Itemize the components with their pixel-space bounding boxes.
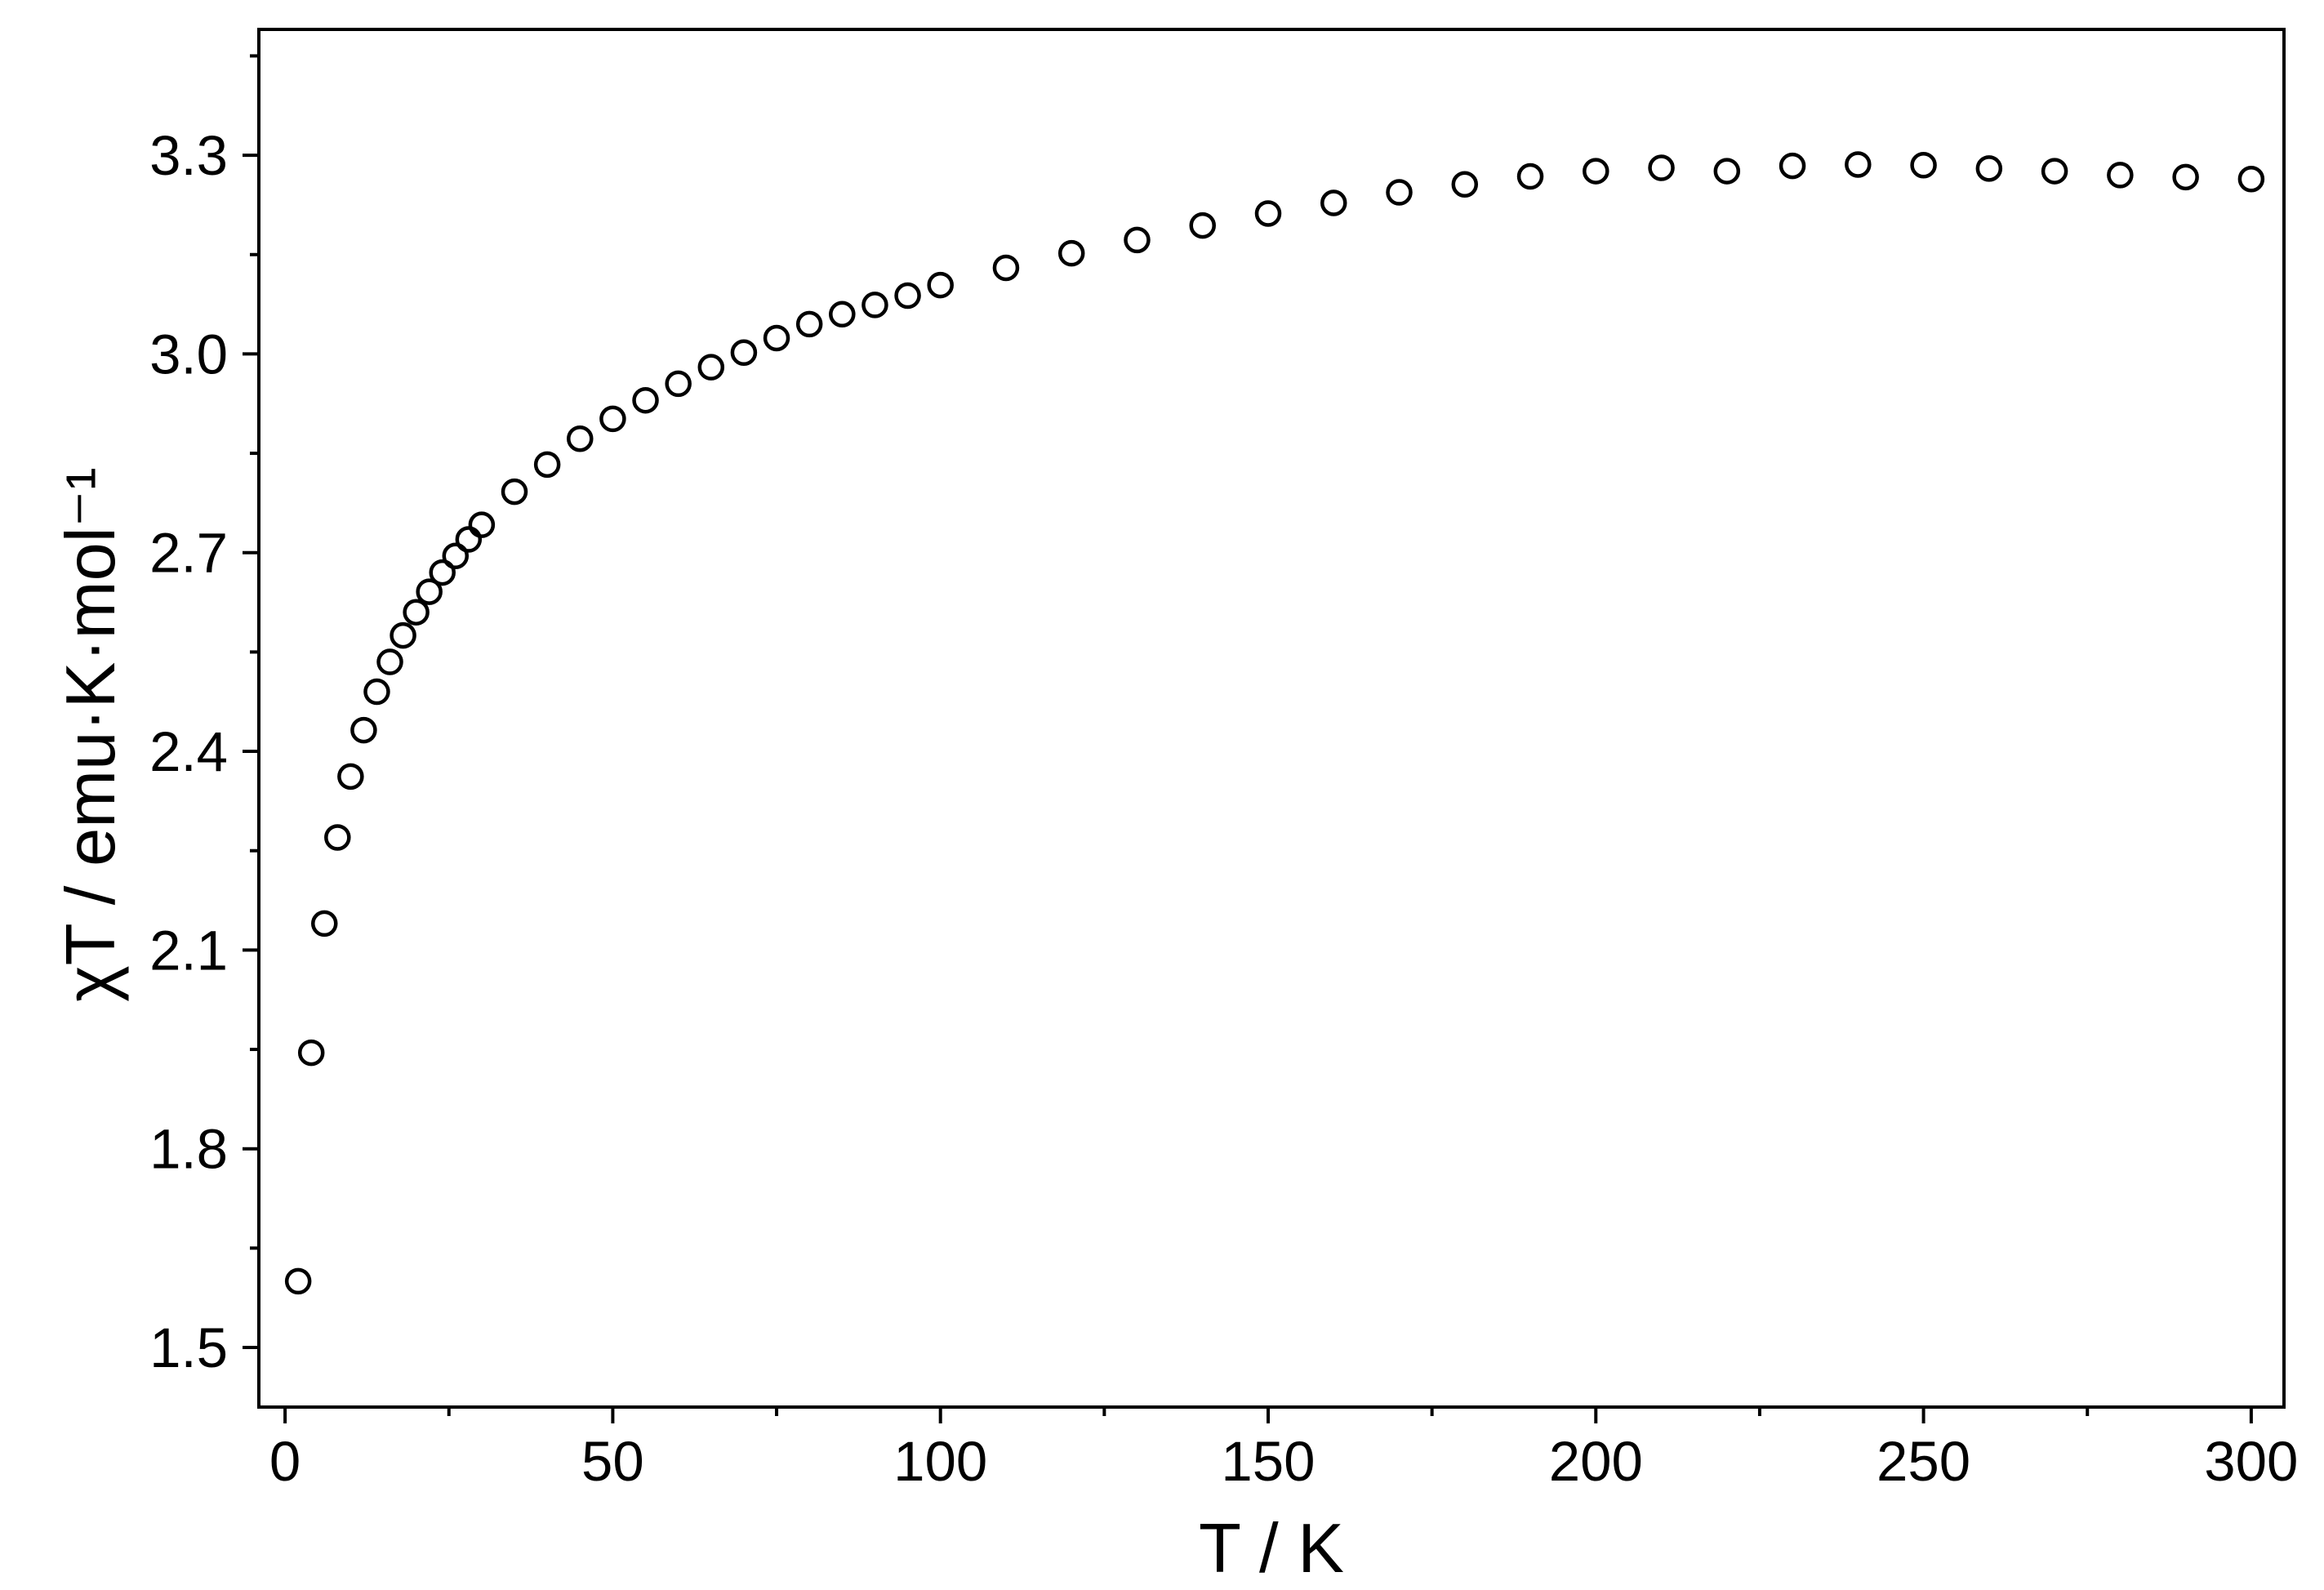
y-axis-ticks: 1.5 1.8 2.1 2.4 2.7 3.0 3.3 [149,54,259,1379]
data-point [795,310,823,338]
y-tick-label: 1.5 [149,1316,228,1379]
x-tick-label: 50 [581,1430,644,1493]
data-point [1910,152,1937,179]
data-point [297,1039,325,1067]
data-point [1124,226,1151,254]
data-point [429,559,456,586]
y-tick-label: 1.8 [149,1118,228,1181]
data-point [376,648,403,675]
data-point [2107,162,2134,189]
x-tick-label: 150 [1221,1430,1315,1493]
data-point [861,292,888,318]
data-point [350,716,377,744]
data-point [665,370,692,398]
data-point [403,599,430,626]
data-point [1975,155,2003,182]
x-tick-label: 200 [1549,1430,1643,1493]
data-point [1254,200,1282,227]
plot-frame [257,28,2286,1409]
data-point [1057,239,1085,267]
x-tick-label: 250 [1877,1430,1970,1493]
data-point [363,678,390,706]
data-point [894,282,921,310]
data-point [1451,171,1479,198]
data-point [468,511,496,538]
data-point [1845,151,1872,178]
data-point [455,526,483,553]
data-markers [284,151,2265,1295]
data-point [1648,154,1675,181]
data-point [1516,163,1544,190]
y-tick-label: 2.1 [149,919,228,982]
data-point [284,1267,312,1295]
data-point [567,425,594,452]
data-point [1320,189,1347,216]
data-point [2041,158,2068,185]
x-tick-label: 100 [893,1430,987,1493]
y-axis-title: χT / emu·K·mol⁻¹ [52,467,130,1002]
y-tick-label: 2.4 [149,720,228,783]
y-tick-label: 2.7 [149,522,228,585]
data-point [337,763,364,791]
data-point [1189,212,1216,239]
data-point [763,324,790,352]
data-point [2237,166,2265,193]
x-tick-label: 300 [2204,1430,2298,1493]
data-point [442,542,470,570]
x-axis-title: T / K [1199,1510,1344,1588]
data-point [992,254,1020,282]
data-point [632,386,659,414]
data-point [697,354,725,381]
data-point [730,339,758,367]
data-point [829,301,856,328]
data-point [324,824,351,851]
x-tick-label: 0 [269,1430,301,1493]
y-tick-label: 3.3 [149,124,228,187]
data-point [501,478,528,506]
data-point [2172,163,2199,191]
data-point [1583,158,1609,185]
data-point [533,451,561,479]
data-point [390,621,416,649]
data-point [311,910,338,938]
x-axis-ticks: 0 50 100 150 200 250 300 [269,1407,2298,1493]
data-point [1779,152,1806,180]
data-point [599,405,626,433]
data-point [1713,158,1741,185]
data-point [927,271,954,299]
data-point [416,578,443,605]
y-tick-label: 3.0 [149,323,228,385]
data-point [1386,179,1413,206]
